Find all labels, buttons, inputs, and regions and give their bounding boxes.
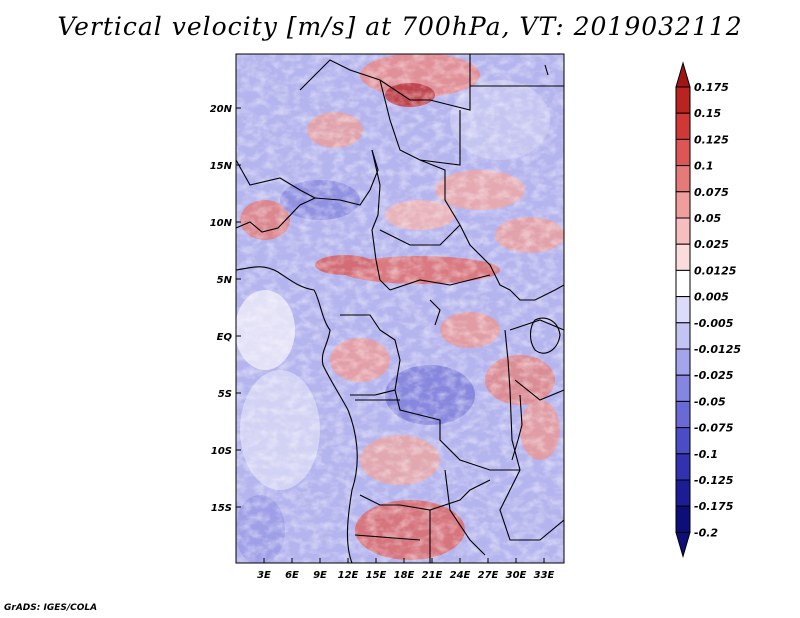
lon-label-24e: 24E: [450, 570, 471, 581]
borders-layer: [236, 54, 564, 563]
lon-label-15e: 15E: [366, 570, 387, 581]
lon-label-9e: 9E: [313, 570, 327, 581]
colorbar-label: 0.125: [694, 133, 729, 146]
lat-label-5n: 5N: [217, 275, 233, 286]
colorbar-label: -0.125: [694, 474, 734, 487]
colorbar-label: -0.075: [694, 422, 734, 435]
map-title: Vertical velocity [m/s] at 700hPa, VT: 2…: [57, 12, 743, 41]
colorbar-label: 0.025: [694, 238, 729, 251]
colorbar-swatch: [675, 217, 691, 245]
colorbar-label: -0.005: [694, 317, 734, 330]
colorbar-swatch: [675, 165, 691, 193]
axis-ticks: [236, 107, 545, 563]
colorbar-swatch: [675, 427, 691, 455]
lon-label-3e: 3E: [257, 570, 271, 581]
colorbar-label: -0.025: [694, 369, 734, 382]
colorbar-label: 0.15: [694, 107, 721, 120]
field-layer: [236, 54, 564, 563]
colorbar-swatch: [675, 86, 691, 114]
colorbar-swatch: [675, 505, 691, 533]
colorbar-label: 0.075: [694, 186, 729, 199]
colorbar-swatch: [675, 112, 691, 140]
colorbar-label: -0.2: [694, 526, 718, 539]
colorbar-swatch: [675, 374, 691, 402]
colorbar-label: 0.05: [694, 212, 721, 225]
lat-label-eq: EQ: [217, 332, 233, 343]
colorbar-label: 0.005: [694, 291, 729, 304]
lon-label-18e: 18E: [394, 570, 415, 581]
colorbar-swatch: [675, 348, 691, 376]
colorbar-swatch: [675, 479, 691, 507]
colorbar-swatch: [675, 400, 691, 429]
lon-label-6e: 6E: [285, 570, 299, 581]
colorbar-label: -0.175: [694, 500, 734, 513]
colorbar-arrow-bottom: [675, 531, 691, 559]
colorbar: 0.175 0.15 0.125 0.1 0.075 0.05 0.025 0.0125 0.0…: [675, 61, 741, 559]
colorbar-arrow-top: [675, 61, 691, 88]
colorbar-label: 0.1: [694, 160, 714, 173]
colorbar-label: -0.05: [694, 395, 726, 408]
colorbar-swatch: [675, 191, 691, 219]
colorbar-swatch: [675, 243, 691, 271]
lat-label-10n: 10N: [210, 218, 233, 229]
colorbar-swatch: [675, 138, 691, 167]
colorbar-swatch: [675, 269, 691, 298]
colorbar-label: 0.0125: [694, 264, 737, 277]
lon-label-12e: 12E: [338, 570, 359, 581]
lon-label-33e: 33E: [534, 570, 555, 581]
lat-label-15n: 15N: [210, 161, 233, 172]
lon-label-30e: 30E: [506, 570, 527, 581]
lat-label-10s: 10S: [211, 446, 232, 457]
colorbar-label: -0.1: [694, 448, 718, 461]
lon-label-27e: 27E: [478, 570, 499, 581]
lat-label-20n: 20N: [210, 104, 233, 115]
colorbar-label: 0.175: [694, 81, 729, 94]
lat-label-15s: 15S: [211, 503, 232, 514]
colorbar-swatch: [675, 296, 691, 324]
lat-label-5s: 5S: [218, 389, 232, 400]
lon-label-21e: 21E: [422, 570, 443, 581]
colorbar-swatch: [675, 322, 691, 350]
colorbar-swatch: [675, 453, 691, 481]
grads-credit: GrADS: IGES/COLA: [4, 603, 98, 613]
colorbar-label: -0.0125: [694, 343, 741, 356]
map-frame: [235, 53, 565, 564]
